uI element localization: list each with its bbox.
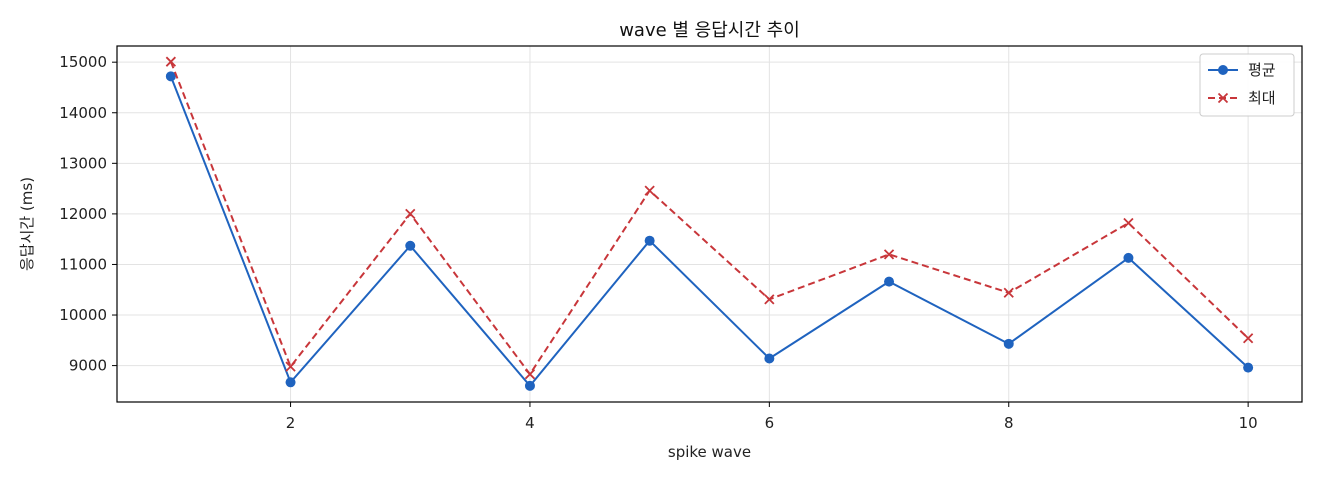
data-point-2: [524, 369, 536, 380]
legend-box: [1199, 53, 1295, 117]
data-point-2: [644, 185, 655, 196]
data-point-1: [165, 71, 176, 82]
y-tick-label: 14000: [59, 104, 107, 122]
series-line-1: [169, 75, 1249, 387]
x-tick-label: 6: [765, 414, 775, 432]
data-point-1: [644, 235, 655, 246]
data-point-2: [405, 208, 416, 220]
legend-marker-2: [1217, 92, 1229, 104]
data-point-2: [1003, 287, 1014, 298]
y-tick-label: 10000: [59, 306, 107, 324]
chart-title: wave 별 응답시간 추이: [619, 20, 800, 41]
data-point-2: [165, 56, 177, 67]
data-point-1: [1123, 252, 1134, 263]
y-tick-label: 13000: [59, 154, 107, 172]
y-tick-label: 15000: [59, 53, 107, 71]
y-axis-label: 응답시간 (ms): [18, 177, 36, 271]
data-point-2: [883, 249, 895, 260]
y-tick-label: 9000: [69, 357, 107, 375]
legend-marker-1: [1218, 65, 1228, 75]
data-point-1: [285, 377, 296, 388]
data-point-1: [405, 240, 416, 251]
data-point-2: [1123, 217, 1134, 229]
data-point-1: [1003, 338, 1014, 349]
data-point-1: [764, 353, 775, 364]
x-tick-label: 2: [286, 414, 296, 432]
data-point-1: [524, 380, 535, 391]
data-point-2: [1243, 333, 1254, 344]
data-point-1: [1243, 362, 1254, 373]
x-tick-label: 8: [1004, 414, 1014, 432]
y-tick-label: 11000: [59, 255, 107, 273]
x-tick-label: 10: [1239, 414, 1258, 432]
x-axis-label: spike wave: [668, 443, 751, 461]
legend-label-1: 평균: [1248, 61, 1276, 79]
x-tick-label: 4: [525, 414, 535, 432]
plot-area-frame: [116, 45, 1303, 403]
series-layer: [165, 56, 1254, 391]
grid-layer: [117, 46, 1302, 402]
y-tick-label: 12000: [59, 205, 107, 223]
series-line-2: [169, 61, 1249, 376]
data-point-1: [884, 276, 895, 287]
data-point-2: [285, 361, 296, 372]
tick-layer: 2 4 6 8 10 9000 10000 11000 12000 13000 14000 15000: [59, 53, 1257, 432]
data-point-2: [764, 294, 775, 305]
legend-label-2: 최대: [1248, 89, 1276, 107]
